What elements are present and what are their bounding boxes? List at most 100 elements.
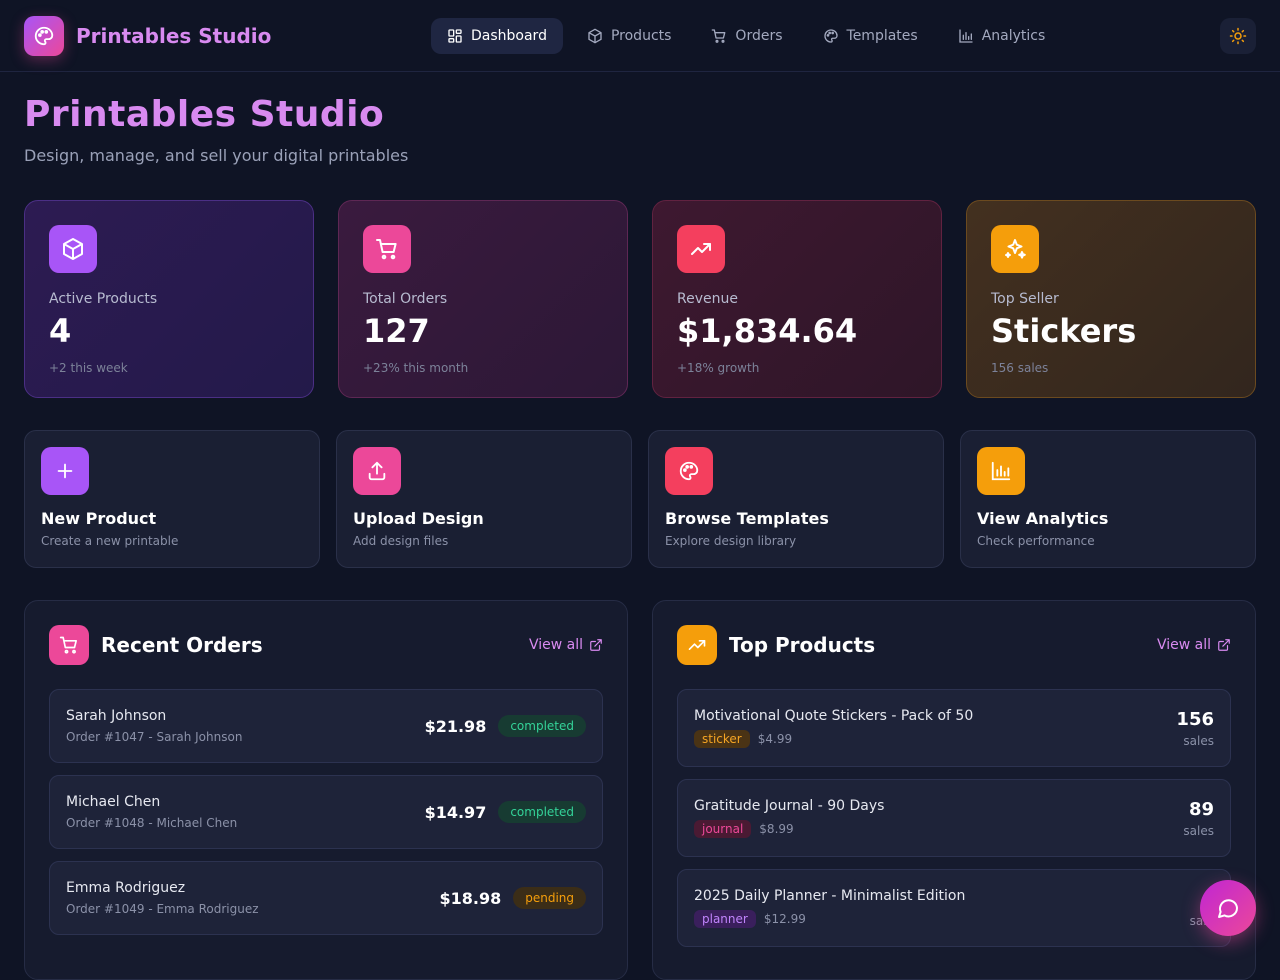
box-icon (588, 28, 602, 44)
action-desc: Explore design library (665, 534, 797, 548)
nav-analytics[interactable]: Analytics (942, 18, 1062, 54)
order-id: Order #1047 - Sarah Johnson (66, 730, 243, 744)
product-price: $12.99 (763, 912, 806, 926)
plus-icon (41, 447, 89, 495)
product-price: $8.99 (759, 822, 794, 836)
order-row[interactable]: Sarah Johnson Order #1047 - Sarah Johnso… (49, 689, 603, 763)
stat-label: Revenue (677, 291, 738, 307)
category-tag: journal (694, 820, 752, 838)
trending-up-icon (677, 225, 725, 273)
recent-orders-panel: Recent Orders View all Sarah Johnson Ord… (24, 600, 628, 980)
stat-card-active-products: Active Products 4 +2 this week (24, 200, 314, 398)
chat-bubble-icon (1218, 899, 1238, 918)
stat-card-revenue: Revenue $1,834.64 +18% growth (652, 200, 942, 398)
order-amount: $14.97 (424, 802, 487, 822)
stat-label: Active Products (49, 291, 158, 307)
nav-products[interactable]: Products (571, 18, 687, 54)
upload-design-button[interactable]: Upload Design Add design files (336, 430, 632, 568)
status-badge: completed (498, 715, 586, 737)
external-link-icon (1218, 639, 1230, 651)
nav-label: Products (610, 28, 672, 44)
nav-label: Orders (735, 28, 783, 44)
product-row[interactable]: Motivational Quote Stickers - Pack of 50… (677, 689, 1231, 767)
nav-templates[interactable]: Templates (807, 18, 934, 54)
action-desc: Add design files (353, 534, 449, 548)
box-icon (49, 225, 97, 273)
panel-title: Top Products (729, 633, 876, 657)
brand-name: Printables Studio (76, 24, 272, 48)
sales-label: sales (1183, 823, 1214, 838)
order-row[interactable]: Emma Rodriguez Order #1049 - Emma Rodrig… (49, 861, 603, 935)
brand[interactable]: Printables Studio (24, 16, 271, 56)
order-amount: $18.98 (439, 888, 502, 908)
stat-value: Stickers (991, 312, 1137, 350)
action-title: View Analytics (977, 509, 1109, 528)
action-title: Browse Templates (665, 509, 829, 528)
nav-label: Templates (846, 28, 918, 44)
stat-note: +18% growth (677, 361, 760, 375)
top-products-panel: Top Products View all Motivational Quote… (652, 600, 1256, 980)
external-link-icon (590, 639, 602, 651)
product-name: Gratitude Journal - 90 Days (694, 798, 885, 814)
product-name: Motivational Quote Stickers - Pack of 50 (694, 708, 974, 724)
status-badge: completed (498, 801, 586, 823)
stat-note: 156 sales (991, 361, 1049, 375)
action-desc: Check performance (977, 534, 1095, 548)
sales-count: 156 (1176, 708, 1214, 730)
stat-card-top-seller: Top Seller Stickers 156 sales (966, 200, 1256, 398)
upload-icon (353, 447, 401, 495)
category-tag: sticker (694, 730, 750, 748)
product-price: $4.99 (757, 732, 793, 746)
action-desc: Create a new printable (41, 534, 179, 548)
stat-label: Top Seller (991, 291, 1059, 307)
customer-name: Sarah Johnson (66, 708, 167, 724)
view-all-label: View all (528, 637, 583, 653)
grid-icon (448, 29, 462, 43)
sales-count: 89 (1188, 798, 1214, 820)
chat-button[interactable] (1200, 880, 1256, 936)
customer-name: Michael Chen (66, 794, 161, 810)
order-amount: $21.98 (424, 716, 487, 736)
nav-label: Dashboard (471, 28, 547, 44)
nav-label: Analytics (981, 28, 1046, 44)
page-subtitle: Design, manage, and sell your digital pr… (24, 146, 409, 165)
category-tag: planner (694, 910, 756, 928)
cart-icon (712, 29, 726, 43)
stat-value: 127 (363, 312, 430, 350)
view-all-products-link[interactable]: View all (1157, 637, 1231, 653)
theme-toggle-button[interactable] (1220, 18, 1256, 54)
view-all-label: View all (1156, 637, 1211, 653)
view-analytics-button[interactable]: View Analytics Check performance (960, 430, 1256, 568)
nav-orders[interactable]: Orders (695, 18, 798, 54)
sales-label: sales (1183, 733, 1214, 748)
bar-chart-icon (959, 29, 973, 43)
new-product-button[interactable]: New Product Create a new printable (24, 430, 320, 568)
cart-icon (363, 225, 411, 273)
product-row[interactable]: Gratitude Journal - 90 Days journal $8.9… (677, 779, 1231, 857)
browse-templates-button[interactable]: Browse Templates Explore design library (648, 430, 944, 568)
customer-name: Emma Rodriguez (66, 880, 186, 896)
sparkles-icon (991, 225, 1039, 273)
stat-note: +2 this week (49, 361, 128, 375)
trending-up-icon (677, 625, 717, 665)
top-navbar: Printables Studio Dashboard Products Ord… (0, 0, 1280, 72)
status-badge: pending (513, 887, 586, 909)
stat-note: +23% this month (363, 361, 469, 375)
sun-icon (1229, 27, 1247, 45)
stat-card-total-orders: Total Orders 127 +23% this month (338, 200, 628, 398)
palette-icon (823, 29, 838, 43)
order-id: Order #1048 - Michael Chen (66, 816, 238, 830)
order-row[interactable]: Michael Chen Order #1048 - Michael Chen … (49, 775, 603, 849)
palette-icon (665, 447, 713, 495)
product-row[interactable]: 2025 Daily Planner - Minimalist Edition … (677, 869, 1231, 947)
palette-icon (24, 16, 64, 56)
action-title: Upload Design (353, 509, 484, 528)
panel-title: Recent Orders (101, 633, 263, 657)
stat-label: Total Orders (363, 291, 448, 307)
stat-value: 4 (49, 312, 72, 350)
nav-dashboard[interactable]: Dashboard (431, 18, 563, 54)
product-name: 2025 Daily Planner - Minimalist Edition (694, 888, 966, 904)
stat-value: $1,834.64 (677, 312, 858, 350)
cart-icon (49, 625, 89, 665)
view-all-orders-link[interactable]: View all (529, 637, 603, 653)
